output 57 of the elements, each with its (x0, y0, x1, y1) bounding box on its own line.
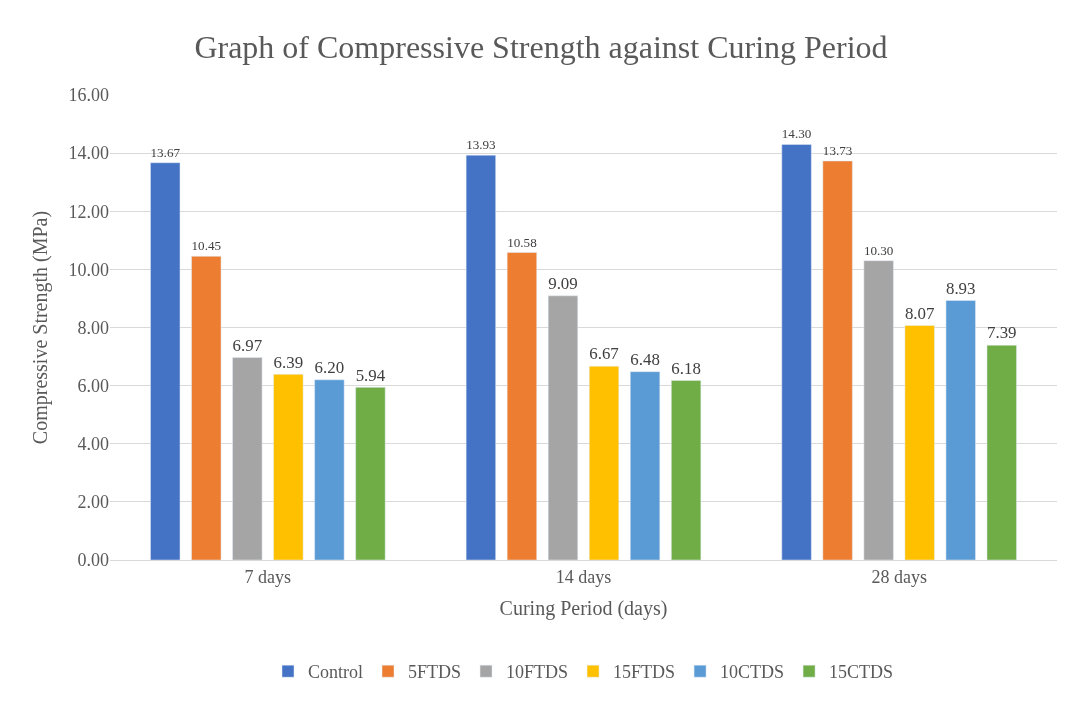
bar (506, 252, 537, 560)
data-label: 6.97 (232, 335, 263, 355)
data-label: 7.39 (986, 323, 1017, 343)
bar (904, 325, 935, 560)
data-label: 13.73 (822, 143, 853, 159)
y-tick-label: 10.00 (68, 259, 109, 280)
bar (355, 387, 386, 560)
y-tick-label: 12.00 (68, 201, 109, 222)
data-label: 10.58 (507, 234, 538, 250)
data-label: 5.94 (355, 365, 386, 385)
data-label: 8.07 (904, 303, 935, 323)
bar (986, 344, 1017, 560)
y-tick-label: 14.00 (68, 143, 109, 164)
legend-label: 15FTDS (613, 662, 676, 683)
x-axis-title: Curing Period (days) (499, 597, 668, 621)
data-label: 9.09 (548, 274, 578, 294)
legend-label: 5FTDS (408, 662, 462, 683)
legend-label: 15CTDS (829, 662, 894, 683)
data-label: 8.93 (945, 278, 976, 298)
x-tick-label: 28 days (871, 566, 927, 587)
bar (314, 379, 345, 560)
data-label: 6.20 (314, 358, 345, 378)
legend-label: 10FTDS (506, 662, 569, 683)
data-label: 13.67 (150, 144, 181, 160)
bar (863, 260, 894, 560)
data-label: 6.48 (630, 349, 660, 369)
bar (273, 374, 304, 560)
bar (945, 300, 976, 560)
bar (589, 365, 620, 560)
y-tick-label: 16.00 (68, 85, 109, 106)
bar (547, 295, 578, 560)
x-tick-label: 14 days (555, 566, 612, 587)
y-tick-label: 0.00 (77, 550, 109, 571)
bar (781, 144, 812, 560)
data-label: 13.93 (466, 137, 497, 153)
bar (232, 357, 263, 560)
y-axis-title: Compressive Strength (MPa) (29, 210, 52, 445)
x-tick-label: 7 days (244, 566, 292, 587)
y-tick-label: 4.00 (77, 434, 109, 455)
chart-title: Graph of Compressive Strength against Curing Period (194, 28, 888, 65)
legend-label: Control (308, 662, 364, 683)
y-tick-label: 2.00 (77, 492, 109, 513)
data-label: 6.67 (589, 344, 619, 364)
bar (465, 154, 496, 560)
bar (822, 160, 853, 560)
bar (191, 256, 222, 560)
data-label: 14.30 (781, 126, 812, 142)
bar (630, 371, 661, 560)
y-tick-label: 8.00 (77, 317, 109, 338)
y-tick-label: 6.00 (77, 375, 109, 396)
data-label: 6.39 (273, 352, 304, 372)
bar (150, 162, 181, 560)
bar (671, 380, 702, 560)
data-label: 10.30 (863, 242, 894, 258)
legend-label: 10CTDS (720, 662, 785, 683)
data-label: 6.18 (671, 358, 701, 378)
data-label: 10.45 (191, 238, 222, 254)
